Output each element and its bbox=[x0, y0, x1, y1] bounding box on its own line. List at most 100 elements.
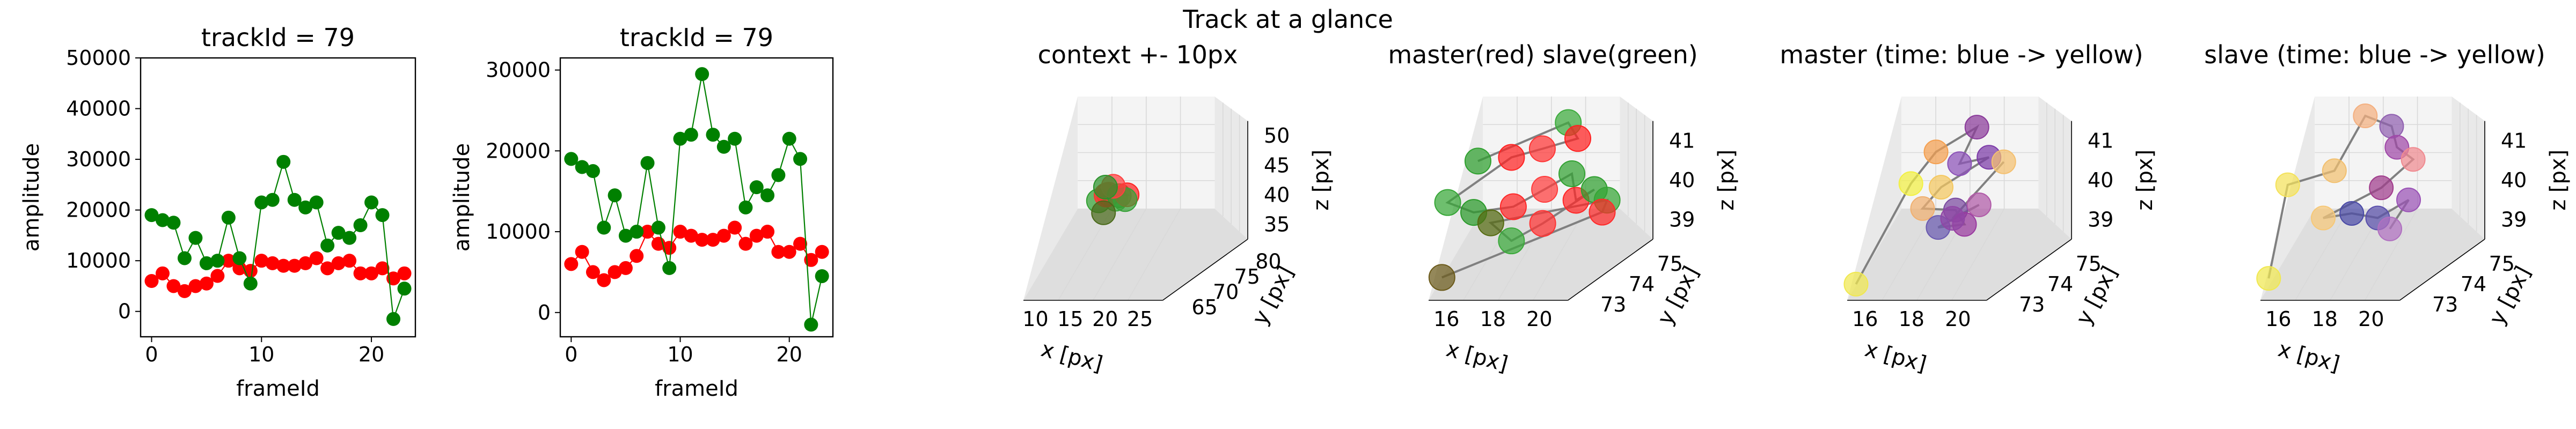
y-tick-label: 75 bbox=[2076, 252, 2102, 276]
y-tick-label: 10000 bbox=[486, 220, 551, 243]
x-tick-label: 10 bbox=[248, 343, 274, 366]
track-point bbox=[1498, 227, 1525, 255]
z-tick-label: 35 bbox=[1264, 212, 1290, 236]
series-point-1 bbox=[298, 256, 313, 270]
track-point bbox=[2379, 114, 2404, 139]
series-point-1 bbox=[575, 245, 589, 259]
z-tick-label: 45 bbox=[1264, 153, 1290, 177]
series-point-2 bbox=[144, 208, 159, 223]
z-axis-label: z [px] bbox=[2546, 150, 2571, 211]
series-point-2 bbox=[564, 152, 579, 166]
y-tick-label: 30000 bbox=[486, 58, 551, 82]
y-axis-line bbox=[1986, 239, 2072, 301]
series-point-2 bbox=[254, 195, 269, 210]
series-point-2 bbox=[221, 210, 236, 225]
series-point-1 bbox=[695, 233, 709, 247]
track-point bbox=[2369, 175, 2394, 201]
y-tick-label: 65 bbox=[1191, 295, 1217, 319]
series-point-2 bbox=[364, 195, 379, 210]
series-point-1 bbox=[364, 266, 379, 280]
series-point-2 bbox=[815, 269, 829, 283]
z-tick-label: 39 bbox=[1669, 208, 1695, 231]
panels: trackId = 79 0 10 20 0 10000 20000 30000 40000 50… bbox=[19, 23, 2571, 401]
x-tick-label: 20 bbox=[777, 343, 802, 366]
series-point-1 bbox=[564, 257, 579, 271]
series-point-1 bbox=[155, 266, 170, 280]
grid-line bbox=[1951, 208, 2005, 301]
y-tick-label: 75 bbox=[2489, 252, 2515, 276]
series-point-1 bbox=[608, 265, 622, 279]
grid-line bbox=[1463, 208, 1518, 301]
series-point-1 bbox=[254, 254, 269, 268]
chart-title: master (time: blue -> yellow) bbox=[1780, 40, 2143, 69]
3d-panel-mt: master (time: blue -> yellow) 16 18 20 73747… bbox=[1780, 40, 2157, 377]
series-point-1 bbox=[760, 225, 775, 239]
pane-left bbox=[1023, 97, 1078, 300]
chart-title: trackId = 79 bbox=[620, 23, 773, 52]
x-tick-label: 25 bbox=[1127, 307, 1153, 331]
track-point bbox=[1529, 210, 1556, 237]
x-tick-label: 16 bbox=[1433, 307, 1459, 331]
y-tick-label: 74 bbox=[1629, 272, 1655, 296]
plot-frame bbox=[140, 57, 416, 338]
x-tick-label: 15 bbox=[1057, 307, 1083, 331]
y-tick-label: 80 bbox=[1255, 249, 1281, 273]
series-point-2 bbox=[618, 228, 633, 243]
chart-title: trackId = 79 bbox=[201, 23, 355, 52]
series-point-2 bbox=[608, 188, 622, 203]
series-point-1 bbox=[309, 251, 324, 265]
y-axis-line bbox=[1162, 239, 1248, 301]
y-tick-label: 0 bbox=[538, 301, 551, 324]
chart-title: master(red) slave(green) bbox=[1388, 40, 1697, 69]
series-point-2 bbox=[586, 164, 600, 179]
z-tick-label: 50 bbox=[1264, 124, 1290, 147]
y-tick-label: 50000 bbox=[66, 46, 131, 70]
series-point-1 bbox=[684, 228, 698, 243]
series-point-1 bbox=[276, 258, 291, 273]
series-point-2 bbox=[771, 168, 786, 182]
x-tick-label: 16 bbox=[1852, 307, 1878, 331]
series-point-2 bbox=[342, 231, 357, 245]
plot-frame bbox=[559, 57, 834, 338]
figure-suptitle: Track at a glance bbox=[1182, 5, 1393, 34]
track-point bbox=[1428, 264, 1455, 291]
series-point-1 bbox=[397, 266, 412, 280]
series-point-2 bbox=[397, 282, 412, 296]
y-tick-label: 30000 bbox=[66, 147, 131, 171]
series-point-1 bbox=[706, 233, 720, 247]
series-point-2 bbox=[749, 180, 764, 195]
y-tick-label: 73 bbox=[2432, 293, 2458, 316]
series-point-1 bbox=[177, 284, 192, 298]
z-tick-label: 39 bbox=[2501, 208, 2527, 231]
x-axis-label: x [px] bbox=[1444, 337, 1511, 377]
series-point-1 bbox=[782, 245, 796, 259]
grid-line bbox=[2295, 208, 2350, 301]
pane-floor bbox=[2260, 209, 2485, 300]
grid-line bbox=[1533, 208, 1586, 301]
y-axis-label: amplitude bbox=[450, 143, 474, 252]
x-axis-label: x [px] bbox=[1862, 337, 1929, 377]
series-point-1 bbox=[630, 249, 644, 263]
track-point bbox=[2396, 187, 2421, 212]
x-tick-label: 20 bbox=[1526, 307, 1552, 331]
series-point-1 bbox=[188, 279, 203, 293]
series-point-1 bbox=[749, 228, 764, 243]
x-tick-label: 18 bbox=[1899, 307, 1924, 331]
track-point bbox=[1499, 193, 1527, 220]
series-point-2 bbox=[706, 128, 720, 142]
track-point bbox=[1558, 160, 1586, 188]
x-tick-label: 0 bbox=[565, 343, 577, 366]
track-point bbox=[1589, 198, 1616, 226]
z-tick-label: 41 bbox=[2088, 129, 2113, 152]
track-point bbox=[1464, 147, 1491, 175]
x-axis-label: frameId bbox=[655, 376, 738, 401]
series-point-1 bbox=[618, 261, 633, 275]
y-tick-label: 73 bbox=[2019, 293, 2045, 316]
series-point-1 bbox=[353, 266, 368, 280]
x-tick-label: 20 bbox=[1092, 307, 1118, 331]
series-point-2 bbox=[793, 152, 808, 166]
y-tick-label: 75 bbox=[1657, 252, 1683, 276]
track-point bbox=[2339, 201, 2365, 226]
